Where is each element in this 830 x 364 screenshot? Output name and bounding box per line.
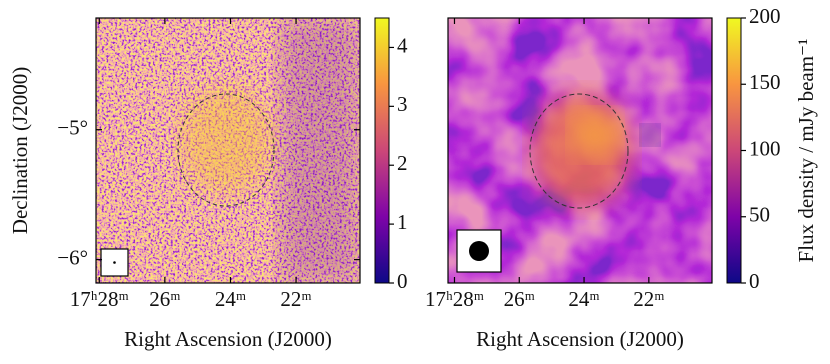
x-tick-label: 22ᵐ (280, 287, 311, 311)
beam-left (100, 248, 129, 277)
colorbar-tick-label: 50 (749, 203, 770, 227)
x-tick-label: 17ʰ28ᵐ (425, 287, 484, 311)
colorbar-label: Flux density / mJy beam⁻¹ (794, 39, 818, 263)
colorbar-tick-label: 3 (397, 92, 408, 116)
x-tick-label: 17ʰ28ᵐ (70, 287, 129, 311)
colorbar (374, 17, 390, 284)
y-tick-label: −5° (57, 116, 88, 140)
colorbar-tick-label: 100 (749, 136, 781, 160)
x-tick-label: 24ᵐ (215, 287, 246, 311)
colorbar-tick-label: 1 (397, 210, 408, 234)
y-axis-label: Declination (J2000) (8, 67, 32, 234)
colorbar-tick-label: 2 (397, 151, 408, 175)
image-left (96, 18, 360, 283)
x-tick-label: 26ᵐ (504, 287, 535, 311)
colorbar-tick-label: 4 (397, 33, 408, 57)
x-axis-label: Right Ascension (J2000) (476, 327, 684, 351)
x-tick-label: 26ᵐ (149, 287, 180, 311)
x-tick-label: 24ᵐ (568, 287, 599, 311)
x-tick-label: 22ᵐ (633, 287, 664, 311)
frame (95, 17, 361, 284)
colorbar (726, 17, 742, 284)
colorbar-tick-label: 0 (397, 269, 408, 293)
colorbar-tick-label: 200 (749, 4, 781, 28)
frame (447, 17, 713, 284)
x-axis-label: Right Ascension (J2000) (124, 327, 332, 351)
colorbar-tick-label: 0 (749, 269, 760, 293)
image-right (448, 18, 712, 283)
colorbar-tick-label: 150 (749, 70, 781, 94)
beam-right (456, 229, 502, 273)
y-tick-label: −6° (57, 245, 88, 269)
